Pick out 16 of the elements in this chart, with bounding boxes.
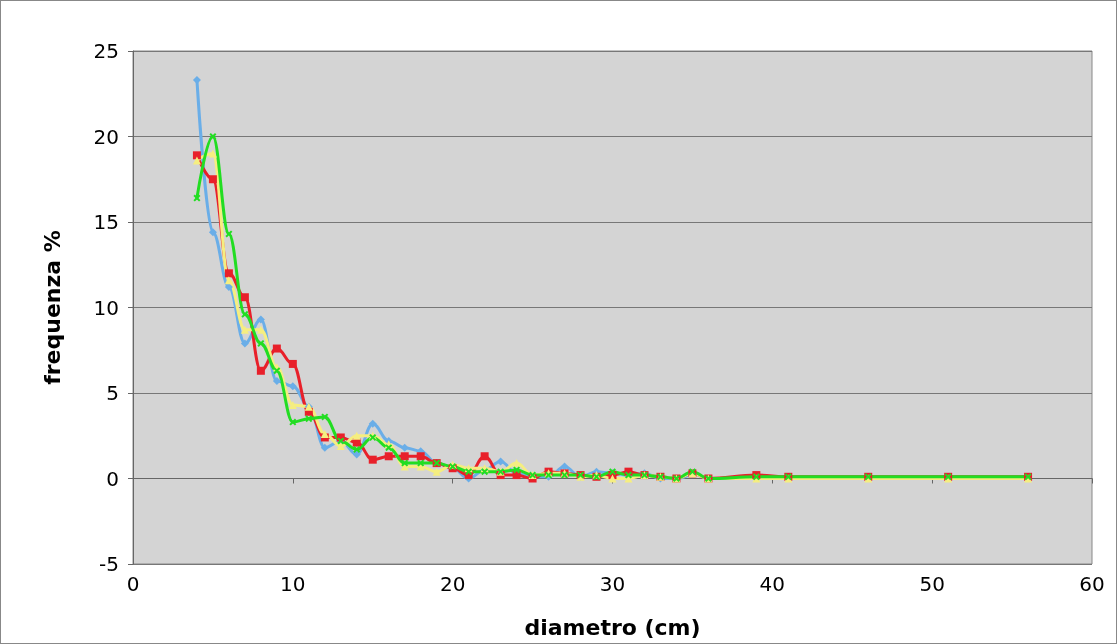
x-tick-label: 10 xyxy=(280,572,306,596)
y-tick-label: 20 xyxy=(93,124,119,149)
x-tick-label: 40 xyxy=(759,572,786,596)
x-tick-label: 30 xyxy=(599,572,626,596)
y-tick-label: -5 xyxy=(99,552,119,576)
x-tick-label: 50 xyxy=(919,572,945,596)
y-tick-label: 25 xyxy=(93,39,119,63)
y-tick-label: 10 xyxy=(93,295,119,320)
x-tick-label: 60 xyxy=(1079,572,1105,596)
y-axis-title: frequenza % xyxy=(39,230,65,385)
y-tick-label: 0 xyxy=(106,466,119,491)
y-tick-label: 5 xyxy=(106,381,119,405)
x-tick-label: 20 xyxy=(439,572,466,596)
y-tick-label: 15 xyxy=(93,210,119,234)
x-tick-label: 0 xyxy=(126,572,140,596)
x-axis-title: diametro (cm) xyxy=(524,614,701,640)
